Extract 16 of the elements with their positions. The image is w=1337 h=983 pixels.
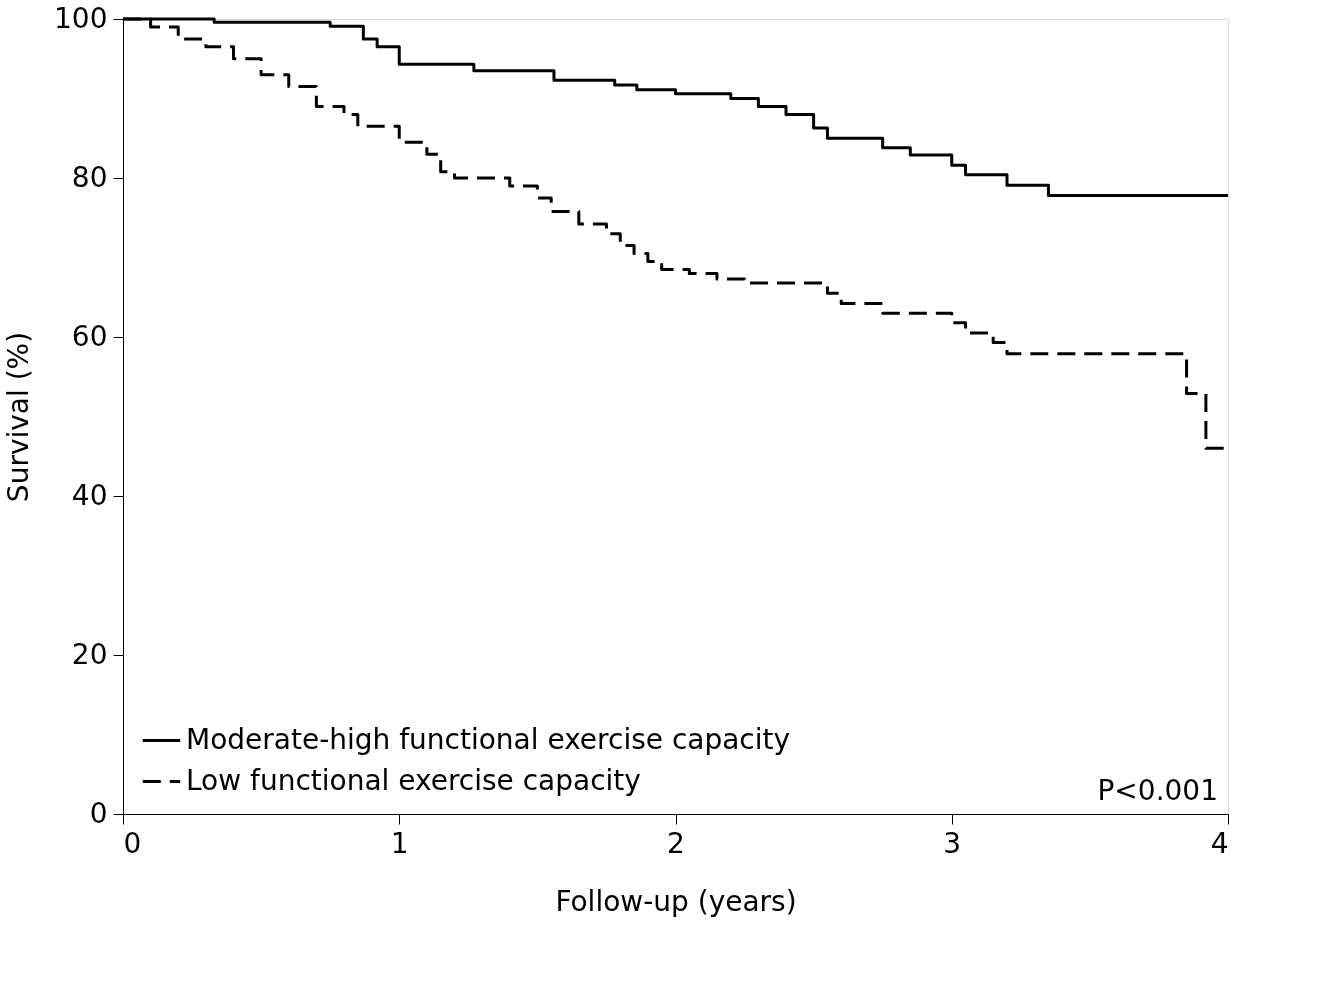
x-tick-label: 0 bbox=[123, 826, 142, 860]
y-tick-label: 80 bbox=[71, 160, 108, 194]
y-tick-label: 0 bbox=[89, 796, 108, 830]
y-tick-label: 100 bbox=[54, 1, 108, 35]
x-tick-label: 3 bbox=[943, 826, 962, 860]
x-tick-label: 2 bbox=[667, 826, 685, 860]
x-axis-title: Follow-up (years) bbox=[555, 884, 797, 918]
annotation: P<0.001 bbox=[1097, 774, 1218, 807]
legend-label: Low functional exercise capacity bbox=[186, 763, 641, 797]
y-axis-title: Survival (%) bbox=[2, 331, 36, 503]
x-tick-label: 1 bbox=[390, 826, 409, 860]
legend-label: Moderate-high functional exercise capacity bbox=[186, 722, 791, 756]
x-tick-label: 4 bbox=[1210, 826, 1229, 860]
y-tick-label: 20 bbox=[71, 637, 108, 671]
y-tick-label: 60 bbox=[71, 319, 108, 353]
y-tick-label: 40 bbox=[71, 478, 108, 512]
